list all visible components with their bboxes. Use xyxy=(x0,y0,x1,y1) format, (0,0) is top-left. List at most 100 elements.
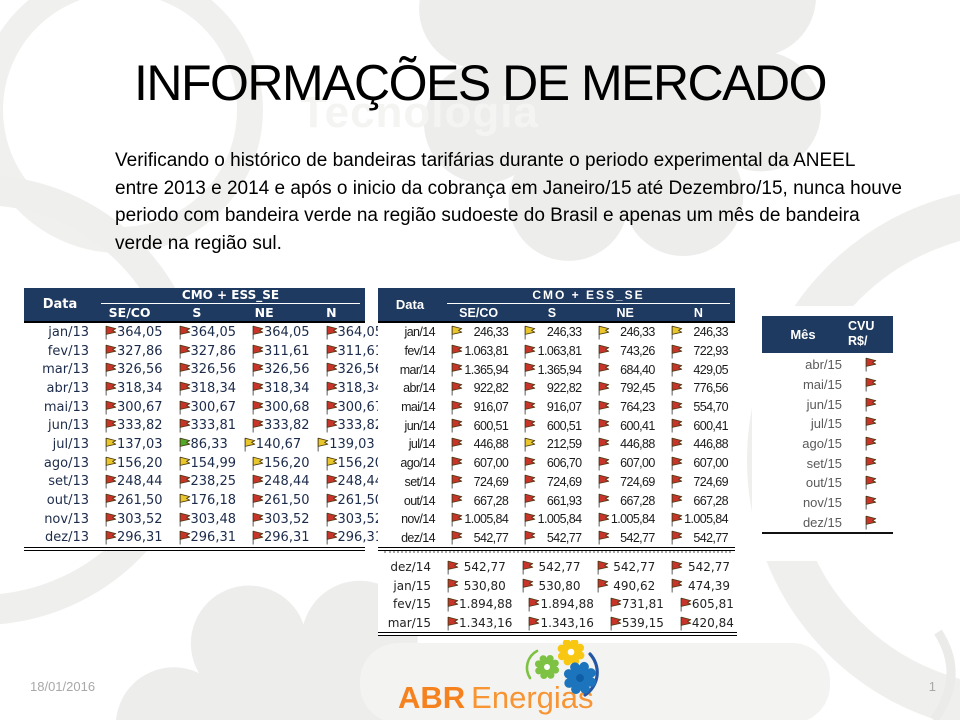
flag-icon-red xyxy=(252,531,264,545)
value-cell: 333,81 xyxy=(170,418,244,433)
cell-value: 333,82 xyxy=(264,418,310,434)
value-cell: 212,59 xyxy=(515,437,588,452)
value-cell: 296,31 xyxy=(170,530,244,545)
table-row: mai/14 916,07 916,07 764,23 554,70 xyxy=(378,398,735,417)
flag-icon-red xyxy=(326,344,337,359)
value-cell: 326,56 xyxy=(170,362,244,377)
flag-icon-red xyxy=(524,475,536,489)
column-header-n: N xyxy=(326,305,337,320)
flag-icon-green xyxy=(179,437,190,452)
cell-value: 300,68 xyxy=(264,399,310,415)
flag-icon-red xyxy=(598,493,609,508)
table-row: mar/14 1.365,94 1.365,94 684,40 429,05 xyxy=(378,360,735,379)
group-header-label: CMO + ESS_SE xyxy=(101,288,360,304)
flag-icon-red xyxy=(105,531,117,545)
month-cell: jun/13 xyxy=(47,418,89,434)
value-cell: 176,18 xyxy=(170,493,244,508)
flag-icon-red xyxy=(524,531,536,545)
table-body: jan/13 364,05 364,05 364,05 364,05 fev/13 327,… xyxy=(24,323,383,552)
cell-value: 300,67 xyxy=(117,399,163,415)
cell-value: 1.894,88 xyxy=(459,597,513,612)
flag-icon-red xyxy=(680,616,692,631)
value-cell: 554,70 xyxy=(662,400,735,415)
cell-value: 327,86 xyxy=(190,343,237,359)
flag-icon-red xyxy=(105,400,117,415)
value-cell: 764,23 xyxy=(589,400,662,415)
flag-icon-red xyxy=(671,363,682,377)
cell-value: 248,44 xyxy=(337,474,384,490)
cell-value: 326,56 xyxy=(190,362,237,378)
cell-value: 156,20 xyxy=(117,455,163,471)
flag-icon-red xyxy=(610,616,622,631)
value-cell: 326,56 xyxy=(243,362,317,377)
cell-value: 248,44 xyxy=(117,474,163,490)
cell-value: 326,56 xyxy=(337,362,384,378)
value-cell: 600,51 xyxy=(442,418,515,433)
value-cell: 139,03 xyxy=(308,437,382,452)
flag-icon-red xyxy=(451,381,463,396)
value-cell: 318,34 xyxy=(170,381,244,396)
cell-value: 916,07 xyxy=(473,400,509,415)
table-header: Data CMO + ESS_SE SE/CO S NE N xyxy=(24,288,365,323)
flag-icon-red xyxy=(326,493,337,508)
month-cell: jul/13 xyxy=(52,436,89,452)
column-header-s: S xyxy=(547,305,557,320)
flag-icon-red xyxy=(447,560,459,575)
column-header-cvu: CVU R$/ xyxy=(848,319,874,349)
cell-value: 600,41 xyxy=(693,418,728,433)
value-cell: 600,41 xyxy=(589,418,662,433)
value-cell: 246,33 xyxy=(515,325,588,340)
cell-value: 530,80 xyxy=(463,578,506,593)
month-cell: abr/13 xyxy=(46,380,90,396)
cell-value: 542,77 xyxy=(688,560,730,575)
cell-value: 490,62 xyxy=(613,578,656,593)
cell-value: 764,23 xyxy=(620,400,655,415)
value-cell: 1.343,16 xyxy=(438,616,519,631)
value-cell: 542,77 xyxy=(662,530,735,545)
flag-icon-red xyxy=(598,363,609,377)
value-cell: 326,56 xyxy=(96,362,170,377)
value-cell: 364,05 xyxy=(170,325,244,340)
cell-value: 261,50 xyxy=(264,493,310,509)
flag-icon-red xyxy=(597,560,608,575)
cell-value: 296,31 xyxy=(337,530,384,546)
cell-value: 296,31 xyxy=(190,530,237,546)
flag-icon-red xyxy=(598,419,609,433)
cell-value: 661,93 xyxy=(546,493,582,508)
flag-icon-red xyxy=(105,344,117,359)
column-header-n: N xyxy=(693,305,703,320)
cell-value: 1.343,16 xyxy=(540,616,594,631)
cell-value: 212,59 xyxy=(546,437,582,452)
cell-value: 539,15 xyxy=(621,616,664,631)
flag-icon-yellow xyxy=(451,325,463,340)
cell-value: 300,67 xyxy=(190,399,237,415)
value-cell: 311,61 xyxy=(317,344,391,359)
cut-row-remnant xyxy=(384,551,731,558)
table-row: ago/13 156,20 154,99 156,20 156,20 xyxy=(24,454,383,473)
value-cell: 1.365,94 xyxy=(442,362,515,377)
table-row: dez/13 296,31 296,31 296,31 296,31 xyxy=(24,529,383,548)
cell-value: 86,33 xyxy=(190,436,228,452)
cell-value: 1.063,81 xyxy=(464,344,509,359)
month-cell: nov/13 xyxy=(44,511,89,527)
cell-value: 542,77 xyxy=(463,560,506,575)
cell-value: 474,39 xyxy=(688,578,730,593)
value-cell: 318,34 xyxy=(317,381,391,396)
logo-text: ABR Energias xyxy=(398,682,594,713)
cell-value: 238,25 xyxy=(190,474,237,490)
flag-icon-red xyxy=(451,475,463,489)
value-cell: 318,34 xyxy=(243,381,317,396)
month-cell: mai/14 xyxy=(401,400,436,415)
table-row: jun/15 xyxy=(762,394,893,414)
logo-gears-icon xyxy=(525,640,599,697)
group-header-label: CMO + ESS_SE xyxy=(447,288,730,304)
table-row: jul/13 137,03 86,33 140,67 139,03 xyxy=(24,435,375,454)
table-row: jul/14 446,88 212,59 446,88 446,88 xyxy=(378,435,735,454)
cell-value: 722,93 xyxy=(693,344,728,359)
table-row: fev/13 327,86 327,86 311,61 311,61 xyxy=(24,342,383,361)
month-cell: set/15 xyxy=(806,455,842,471)
cell-value: 246,33 xyxy=(473,325,509,340)
value-cell: 327,86 xyxy=(170,344,244,359)
cell-value: 600,41 xyxy=(620,418,655,433)
flag-icon-red xyxy=(326,475,337,489)
